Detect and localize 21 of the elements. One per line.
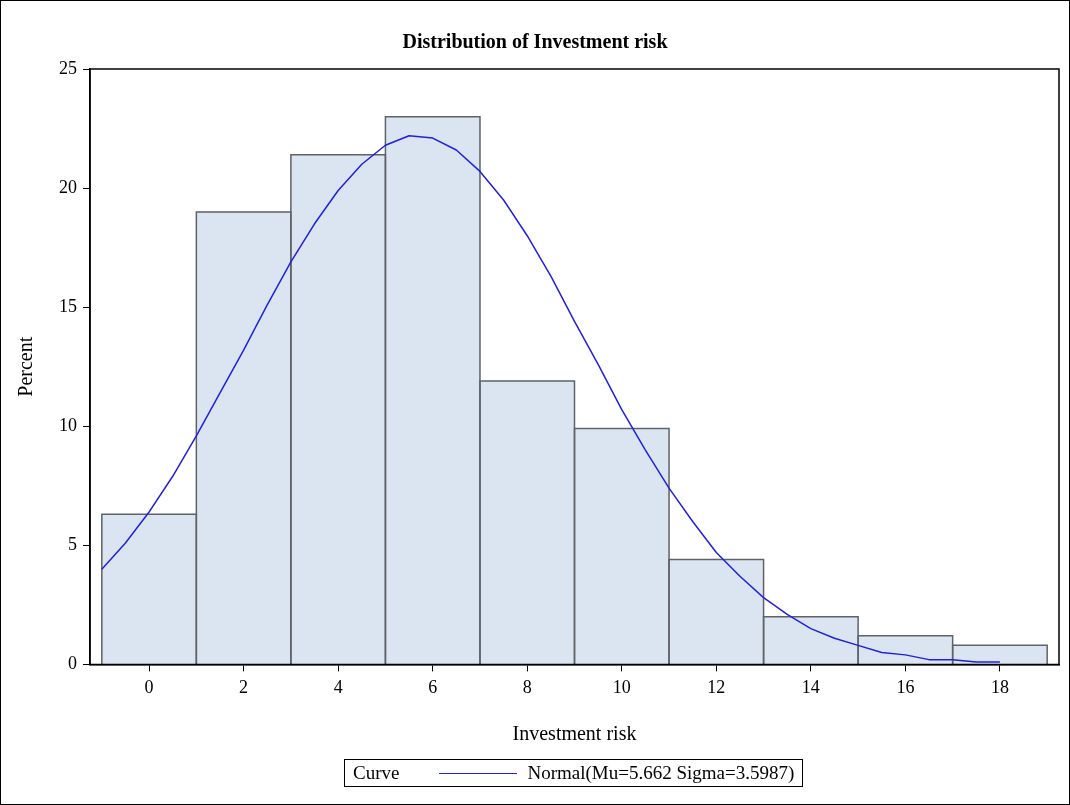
x-tick-label: 6	[428, 676, 438, 697]
y-axis-title: Percent	[14, 336, 37, 397]
x-tick-label: 14	[801, 676, 820, 697]
x-tick-label: 4	[333, 676, 343, 697]
chart-title: Distribution of Investment risk	[402, 30, 669, 53]
x-tick-label: 12	[707, 676, 726, 697]
legend-title: Curve	[353, 762, 400, 784]
x-tick-label: 18	[990, 676, 1009, 697]
x-tick-label: 10	[612, 676, 631, 697]
x-axis-title: Investment risk	[512, 722, 637, 745]
legend-label: Normal(Mu=5.662 Sigma=3.5987)	[527, 762, 795, 784]
y-tick-label: 5	[68, 534, 77, 555]
y-tick-label: 0	[68, 653, 77, 674]
x-tick-label: 0	[144, 676, 154, 697]
x-tick-label: 16	[896, 676, 915, 697]
y-tick-label: 10	[59, 414, 77, 435]
x-tick-label: 2	[239, 676, 249, 697]
y-tick-label: 25	[59, 57, 77, 78]
y-tick-label: 20	[59, 176, 77, 197]
y-tick-label: 15	[59, 295, 77, 316]
x-tick-label: 8	[522, 676, 532, 697]
